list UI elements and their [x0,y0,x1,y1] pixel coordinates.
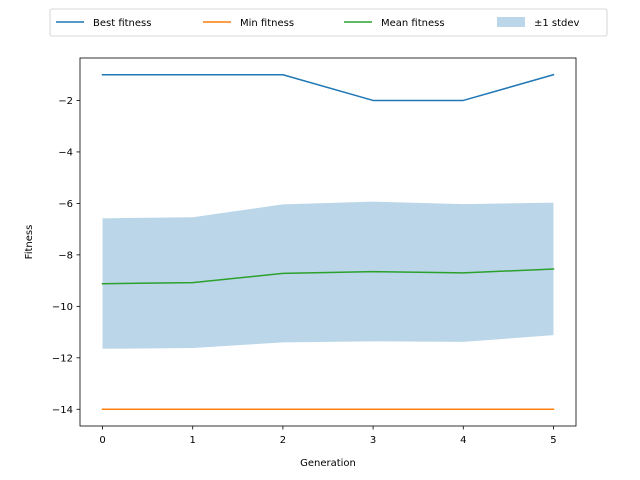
legend-swatch [497,17,525,27]
x-tick-label: 2 [280,435,286,446]
y-axis-ticks: −14 −12 −10 −8 −6 −4 −2 [52,96,80,416]
mean-fitness-line [101,268,555,285]
y-tick-label: −10 [52,302,73,313]
legend-item-1-stdev: ±1 stdev [497,17,580,29]
x-axis-label: Generation [300,458,356,469]
series-layer [101,73,555,411]
x-tick-label: 3 [370,435,376,446]
legend-label: Min fitness [240,18,294,29]
legend: Best fitness Min fitness Mean fitness ±1 st… [49,8,608,37]
x-tick-label: 4 [460,435,466,446]
y-axis-label: Fitness [24,225,35,260]
y-tick-label: −14 [52,405,73,416]
y-tick-label: −6 [58,199,73,210]
x-axis-ticks: 0 1 2 3 4 5 [99,426,557,446]
plot-area-frame [79,57,577,427]
x-tick-label: 0 [99,435,105,446]
legend-item-best-fitness: Best fitness [56,18,151,29]
legend-frame [49,8,608,37]
legend-item-min-fitness: Min fitness [203,18,294,29]
x-tick-label: 5 [550,435,556,446]
x-tick-label: 1 [190,435,196,446]
stdev-band [102,201,554,349]
y-tick-label: −4 [58,147,73,158]
legend-label: Mean fitness [381,18,445,29]
y-tick-label: −12 [52,353,73,364]
stdev-band-layer [102,201,554,349]
legend-label: Best fitness [93,18,151,29]
y-tick-label: −8 [58,250,73,261]
best-fitness-line [101,73,555,102]
legend-item-mean-fitness: Mean fitness [344,18,445,29]
legend-label: ±1 stdev [534,18,580,29]
y-tick-label: −2 [58,96,73,107]
